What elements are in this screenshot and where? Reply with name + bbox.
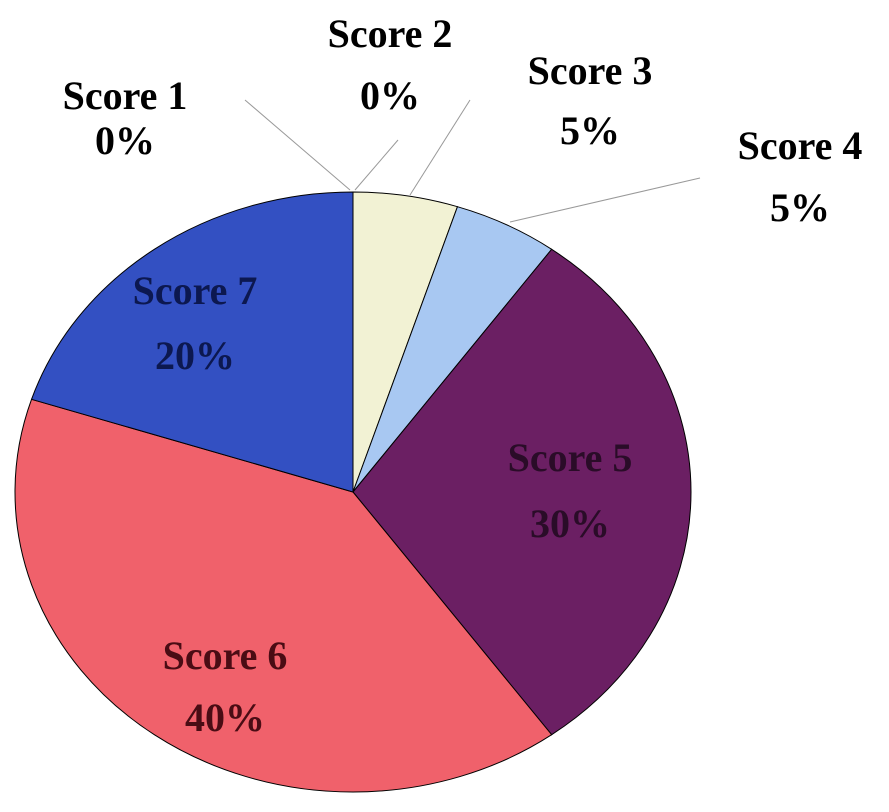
leader-line bbox=[409, 99, 471, 196]
pie-slice bbox=[352, 248, 692, 736]
slice-value-label: 0% bbox=[360, 73, 420, 118]
slice-label: Score 2 bbox=[328, 11, 453, 56]
pie-slice bbox=[30, 191, 354, 493]
slice-label: Score 1 bbox=[63, 73, 188, 118]
slice-value-label: 30% bbox=[530, 501, 610, 546]
leader-line bbox=[509, 177, 701, 223]
pie-slice bbox=[14, 398, 553, 793]
slice-value-label: 20% bbox=[155, 333, 235, 378]
slice-value-label: 0% bbox=[95, 118, 155, 163]
slice-label: Score 4 bbox=[738, 123, 863, 168]
slice-value-label: 40% bbox=[185, 695, 265, 740]
slice-label: Score 6 bbox=[163, 633, 288, 678]
slice-value-label: 5% bbox=[770, 185, 830, 230]
slice-label: Score 7 bbox=[133, 268, 258, 313]
slice-label: Score 5 bbox=[508, 435, 633, 480]
slice-value-label: 5% bbox=[560, 108, 620, 153]
slice-label: Score 3 bbox=[528, 48, 653, 93]
leader-line bbox=[354, 139, 399, 191]
leader-line bbox=[244, 99, 351, 191]
